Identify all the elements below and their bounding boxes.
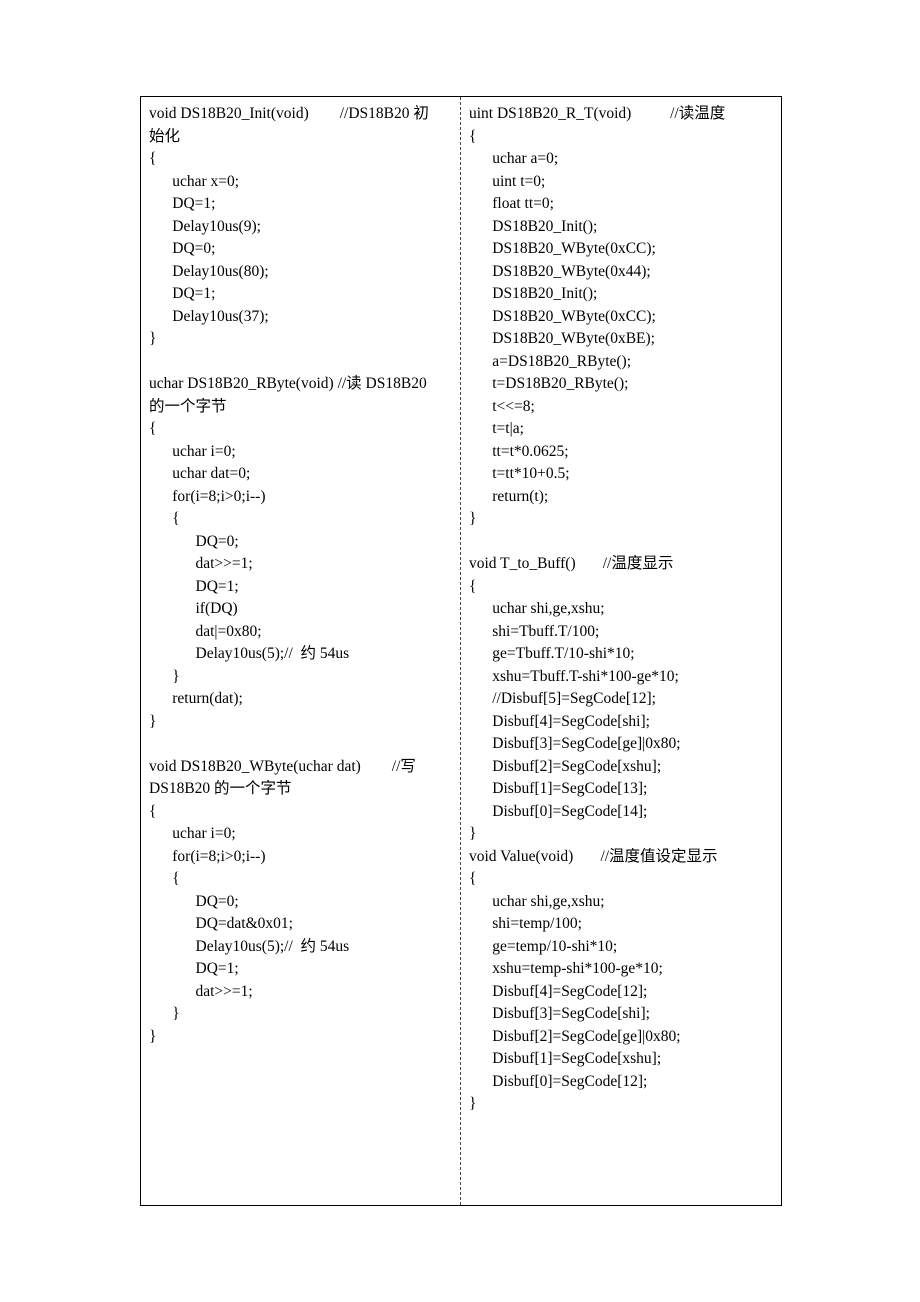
document-page: void DS18B20_Init(void) //DS18B20 初 始化 {… bbox=[0, 0, 920, 1302]
code-column-left: void DS18B20_Init(void) //DS18B20 初 始化 {… bbox=[141, 97, 461, 1205]
code-column-right: uint DS18B20_R_T(void) //读温度 { uchar a=0… bbox=[461, 97, 781, 1205]
code-table: void DS18B20_Init(void) //DS18B20 初 始化 {… bbox=[140, 96, 782, 1206]
